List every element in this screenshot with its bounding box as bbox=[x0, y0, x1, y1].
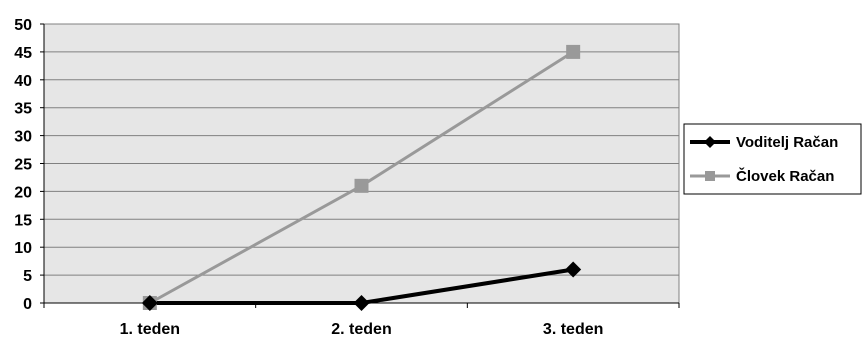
y-tick-label: 40 bbox=[14, 73, 32, 90]
y-tick-label: 50 bbox=[14, 17, 32, 34]
y-tick-label: 30 bbox=[14, 129, 32, 146]
x-axis-ticks: 1. teden 2. teden 3. teden bbox=[43, 303, 680, 338]
y-tick-label: 5 bbox=[23, 268, 32, 285]
x-tick-label: 3. teden bbox=[543, 321, 603, 338]
data-point-voditelj bbox=[565, 261, 582, 278]
y-tick-label: 35 bbox=[14, 101, 32, 118]
y-axis-ticks: 0 5 10 15 20 25 30 35 40 45 50 bbox=[14, 17, 44, 313]
legend: Voditelj Račan Človek Račan bbox=[683, 123, 862, 195]
data-point-clovek bbox=[354, 178, 369, 193]
legend-marker-voditelj bbox=[704, 136, 716, 148]
y-tick-label: 10 bbox=[14, 240, 32, 257]
x-tick-label: 2. teden bbox=[331, 321, 391, 338]
legend-box bbox=[683, 123, 862, 195]
y-tick-label: 15 bbox=[14, 212, 32, 229]
y-tick-label: 45 bbox=[14, 45, 32, 62]
legend-label-voditelj: Voditelj Račan bbox=[736, 134, 838, 151]
legend-marker-clovek bbox=[705, 171, 715, 181]
y-tick-label: 25 bbox=[14, 157, 32, 174]
series-group bbox=[43, 24, 679, 311]
y-tick-label: 20 bbox=[14, 184, 32, 201]
data-point-clovek bbox=[566, 44, 581, 59]
x-tick-label: 1. teden bbox=[120, 321, 180, 338]
legend-label-clovek: Človek Račan bbox=[736, 167, 834, 185]
y-tick-label: 0 bbox=[23, 296, 32, 313]
